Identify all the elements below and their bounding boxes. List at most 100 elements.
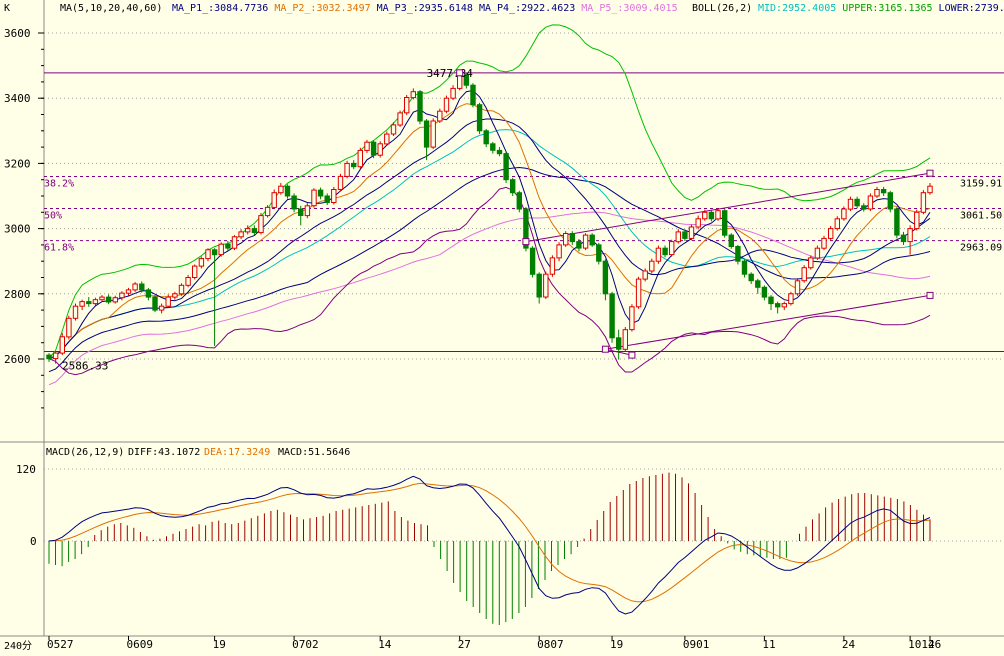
price-tick-label: 3000 — [4, 223, 31, 236]
trendline-handle — [456, 69, 464, 77]
macd-dea-label: DEA:17.3249 — [204, 447, 270, 458]
fib-pct-label: 50% — [44, 211, 62, 222]
candle-body — [596, 244, 602, 262]
candle-body — [298, 208, 304, 216]
candle-body — [245, 228, 251, 233]
candle-body — [317, 189, 324, 197]
candle-body — [927, 185, 933, 194]
candle-body — [205, 249, 211, 260]
candle-body — [582, 234, 589, 249]
candle-body — [529, 247, 536, 275]
candle-body — [735, 246, 741, 262]
date-label: 19 — [213, 638, 226, 651]
macd-axis: 120 0 — [16, 463, 1004, 548]
ma-legend-item-1: MA_P1_:3084.7736 — [172, 3, 268, 14]
candle-body — [821, 237, 827, 249]
candle-body — [748, 273, 754, 282]
candle-body — [741, 260, 748, 275]
fibonacci-levels: 38.2% 3159.91 50% 3061.50 61.8% 2963.09 — [44, 72, 1004, 352]
candle-body — [52, 352, 59, 360]
candle-body — [284, 185, 291, 197]
date-label: 11 — [762, 638, 775, 651]
candle-body — [450, 87, 456, 99]
candle-body — [907, 228, 913, 243]
candle-body — [549, 257, 556, 275]
candle-body — [119, 292, 125, 299]
candle-body — [728, 234, 734, 248]
candle-body — [496, 149, 503, 155]
candle-body — [635, 278, 642, 308]
macd-lines — [48, 475, 931, 615]
candle-body — [841, 208, 847, 220]
candle-body — [198, 258, 205, 267]
candle-body — [165, 296, 171, 307]
candle-body — [589, 234, 595, 246]
candle-body — [264, 206, 271, 217]
candle-body — [344, 162, 350, 177]
candle-body — [510, 179, 516, 194]
candle-body — [914, 211, 920, 230]
ma60-line — [48, 211, 931, 386]
price-tick-label: 3200 — [4, 157, 31, 170]
candle-body — [331, 189, 337, 203]
candle-body — [894, 208, 900, 236]
ma-legend-item-4: MA_P4_:2922.4623 — [479, 3, 575, 14]
candle-body — [682, 231, 688, 239]
candle-body — [874, 189, 880, 197]
candle-body — [834, 218, 840, 230]
candle-body — [649, 260, 655, 272]
candle-body — [443, 97, 450, 112]
candle-body — [695, 218, 701, 228]
boll-legend: MID:2952.4005 UPPER:3165.1365 LOWER:2739. — [758, 3, 1004, 14]
candle-body — [397, 112, 403, 126]
trendline-handle — [522, 238, 530, 246]
candle-body — [384, 133, 390, 145]
candle-body — [563, 233, 569, 246]
candle-body — [178, 284, 185, 295]
candle-body — [655, 247, 662, 262]
trendline-handle — [926, 291, 934, 299]
candle-body — [814, 247, 821, 259]
candle-body — [900, 234, 907, 243]
date-label: 0702 — [292, 638, 319, 651]
candle-body — [324, 195, 330, 203]
candle-body — [291, 195, 297, 210]
ma-legend-item-2: MA_P2_:3032.3497 — [274, 3, 370, 14]
date-label: 0527 — [47, 638, 74, 651]
price-tick-label: 3400 — [4, 92, 31, 105]
candle-body — [854, 198, 860, 207]
trendline-handle — [628, 351, 636, 359]
candle-body — [801, 267, 807, 282]
candle-body — [99, 296, 105, 301]
ma-legend-item-5: MA_P5_:3009.4015 — [581, 3, 677, 14]
candle-body — [880, 189, 887, 194]
period-label[interactable]: 240分 — [4, 640, 32, 652]
candle-body — [602, 260, 609, 295]
candle-body — [238, 231, 244, 238]
candle-body — [847, 198, 854, 210]
trendline-handle — [601, 345, 609, 353]
trendline-handle — [926, 169, 934, 177]
candle-body — [92, 299, 99, 305]
boll-upper-line — [48, 24, 931, 360]
candle-body — [377, 143, 383, 156]
candle-body — [688, 226, 695, 239]
candle-body — [417, 91, 423, 122]
date-label: 0901 — [683, 638, 710, 651]
indicator-lines — [48, 24, 931, 386]
candle-body — [357, 149, 364, 168]
ma20-line — [48, 118, 931, 360]
candle-body — [609, 293, 615, 339]
ma5-line — [48, 89, 931, 360]
macd-params: MACD(26,12,9) — [46, 447, 124, 458]
date-label: 0609 — [126, 638, 153, 651]
candle-body — [920, 192, 927, 213]
date-label: 19 — [610, 638, 623, 651]
candle-body — [622, 329, 628, 350]
candle-body — [887, 192, 893, 210]
candle-body — [304, 205, 311, 217]
candle-body — [669, 241, 675, 256]
candle-body — [708, 211, 715, 220]
macd-tick-label: 0 — [30, 535, 37, 548]
fib-value-label: 3061.50 — [960, 211, 1002, 222]
